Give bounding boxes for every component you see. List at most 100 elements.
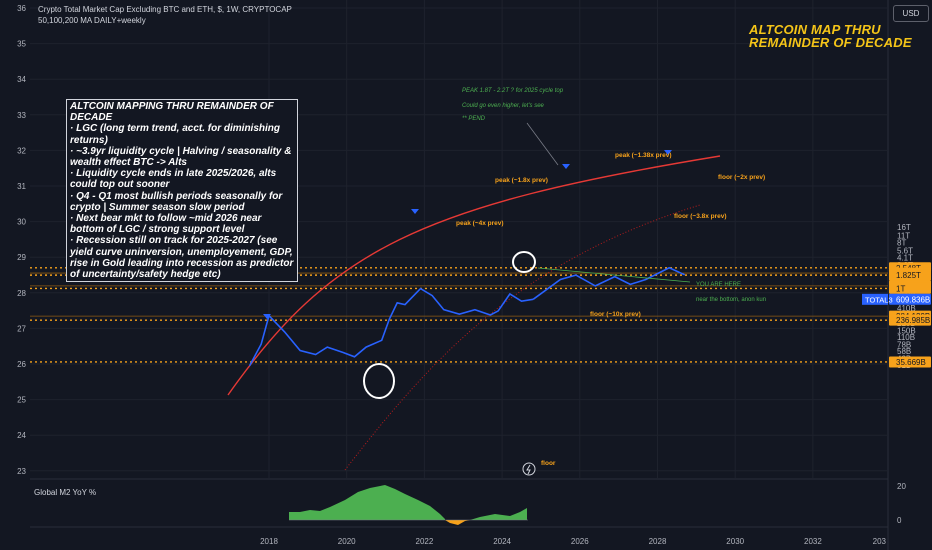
level-label: floor [541,460,556,467]
indicator-label[interactable]: 50,100,200 MA DAILY+weekly [38,16,146,25]
price-badge: 35.669B [889,356,931,368]
left-tick-label: 25 [17,396,26,405]
lgc-curves [227,155,721,471]
left-tick-label: 27 [17,324,26,333]
left-tick-label: 32 [17,146,26,155]
you-are-here-text: YOU ARE HERE [696,282,741,288]
left-tick-label: 26 [17,360,26,369]
left-tick-label: 23 [17,467,26,476]
price-badge: 236.985B [889,314,931,326]
price-badge-text: 236.985B [896,316,930,325]
price-badge-bg [889,293,931,305]
x-tick-label: 2022 [416,537,434,546]
peak-note-text: ** PEND [462,116,486,122]
level-label: peak (~4x prev) [456,220,504,227]
price-badge-text: 1.825T [896,271,921,280]
big-title-line-2: REMAINDER OF DECADE [749,35,912,50]
pointer-line-here [537,267,691,283]
left-tick-label: 30 [17,218,26,227]
x-tick-label: 2028 [649,537,667,546]
big-title-line-1: ALTCOIN MAP THRU [749,22,881,37]
m2-tick-label: 0 [897,516,902,525]
lightning-glyph [526,464,531,475]
note-line: · Recession still on track for 2025-2027… [70,235,294,281]
big-title: ALTCOIN MAP THRU REMAINDER OF DECADE [749,23,912,49]
right-tick-label: 58B [897,347,911,356]
note-line: ALTCOIN MAPPING THRU REMAINDER OF DECADE [70,101,274,124]
peak-marker-2028 [664,150,672,155]
pointer-line-peak [526,122,559,166]
series-layer [248,266,686,367]
level-label: peak (~1.38x prev) [615,152,672,159]
right-tick-label: 150B [897,326,916,335]
x-tick-label: 2020 [338,537,356,546]
level-label: floor (~2x prev) [718,174,765,181]
note-line: · LGC (long term trend, acct. for dimini… [70,123,281,146]
right-tick-label: 110B [897,333,915,342]
currency-button[interactable]: USD [893,5,929,22]
m2-tick-label: 20 [897,482,906,491]
note-line: · ~3.9yr liquidity cycle | Halving / sea… [70,145,292,169]
x-tick-label: 2032 [804,537,822,546]
level-label: floor (~3.8x prev) [674,213,727,220]
right-tick-label: 5.6T [897,246,913,255]
m2-area-negative [445,520,470,525]
level-label: floor (~10x prev) [590,311,641,318]
right-tick-label: 11T [897,231,910,240]
right-tick-label: 8T [897,239,906,248]
right-tick-label: 16T [897,223,911,232]
lgc-upper-curve [227,155,721,396]
x-tick-label: 2018 [260,537,278,546]
annotations: peak (~1.38x prev) peak (~1.8x prev) floor… [456,88,766,467]
circle-marker-2024 [512,251,536,273]
axes: 2018 2020 2022 2024 2026 2028 2030 2032 20336353… [17,4,931,546]
note-line: · Q4 - Q1 most bullish periods seasonall… [70,190,283,213]
m2-area-positive [289,485,445,520]
left-tick-label: 34 [17,75,26,84]
peak-note-text: PEAK 1.8T - 2.2T ? for 2025 cycle top [462,88,564,94]
price-badge-text: 35.669B [896,358,926,367]
peak-marker-2021 [411,209,419,214]
price-badge-text: 609.836B [896,295,930,304]
notes-box[interactable]: ALTCOIN MAPPING THRU REMAINDER OF DECADE… [66,99,298,282]
circle-marker-2020 [363,363,395,399]
price-badge-bg [889,282,931,294]
grid [30,0,888,478]
right-tick-label: 410B [897,304,916,313]
left-tick-label: 35 [17,40,26,49]
left-tick-label: 29 [17,253,26,262]
markers [263,122,691,476]
m2-area-recent [470,508,527,520]
price-series-line [248,287,534,367]
level-lines [30,267,888,363]
peak-note-text: Could go even higher, let's see [462,103,545,109]
m2-pane[interactable] [289,485,528,525]
price-badge-bg [889,314,931,326]
price-badge: 1T [889,282,931,294]
price-badge-text: 1T [896,284,905,293]
projection-series-line [532,266,686,300]
level-label: peak (~1.8x prev) [495,177,548,184]
lightning-icon[interactable] [522,462,536,476]
x-tick-label: 203 [873,537,887,546]
peak-marker-2018 [263,314,271,319]
left-tick-label: 36 [17,4,26,13]
left-tick-label: 24 [17,431,26,440]
series-name-text: TOTAL3 [865,295,893,304]
left-tick-label: 33 [17,111,26,120]
price-badge-bg [889,269,931,281]
chart-title: Crypto Total Market Cap Excluding BTC an… [38,5,292,14]
peak-marker-2025 [562,164,570,169]
x-tick-label: 2030 [726,537,744,546]
x-tick-label: 2026 [571,537,589,546]
price-badge: 1.825T [889,269,931,281]
m2-pane-label[interactable]: Global M2 YoY % [34,488,97,497]
price-badge-bg [889,356,931,368]
note-line: · Next bear mkt to follow ~mid 2026 near… [70,213,262,236]
right-tick-label: 4.1T [897,253,913,262]
note-line: · Liquidity cycle ends in late 2025/2026… [70,168,277,191]
x-tick-label: 2024 [493,537,511,546]
lgc-lower-curve [344,204,701,471]
left-tick-label: 31 [17,182,26,191]
